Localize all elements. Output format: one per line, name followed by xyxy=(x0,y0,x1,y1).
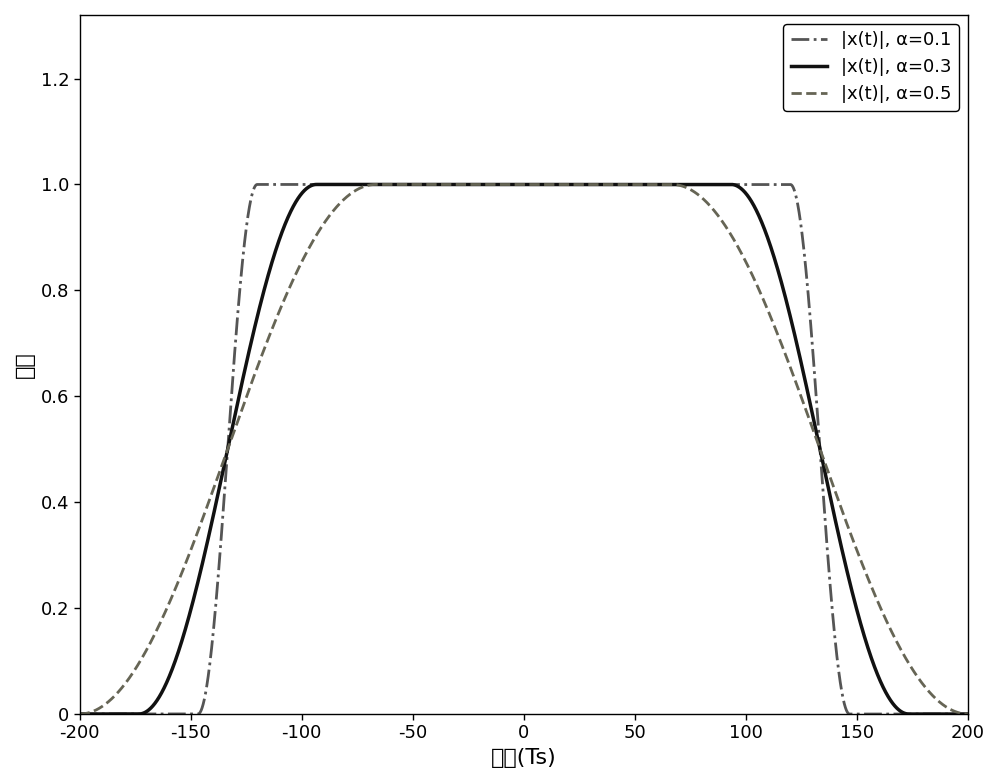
|x(t)|, α=0.3 xyxy=(638,180,650,189)
|x(t)|, α=0.1 xyxy=(74,709,86,719)
|x(t)|, α=0.1 xyxy=(962,709,974,719)
|x(t)|, α=0.3 xyxy=(599,180,611,189)
|x(t)|, α=0.5 xyxy=(732,243,744,252)
|x(t)|, α=0.1 xyxy=(395,180,407,189)
|x(t)|, α=0.3 xyxy=(395,180,407,189)
Line: |x(t)|, α=0.5: |x(t)|, α=0.5 xyxy=(80,185,968,714)
X-axis label: 时间(Ts): 时间(Ts) xyxy=(491,748,557,768)
Y-axis label: 幅度: 幅度 xyxy=(15,351,35,378)
|x(t)|, α=0.1 xyxy=(251,180,263,189)
|x(t)|, α=0.1 xyxy=(599,180,611,189)
Line: |x(t)|, α=0.1: |x(t)|, α=0.1 xyxy=(80,185,968,714)
|x(t)|, α=0.3 xyxy=(962,709,974,719)
|x(t)|, α=0.5 xyxy=(780,351,792,360)
|x(t)|, α=0.3 xyxy=(74,709,86,719)
|x(t)|, α=0.5 xyxy=(395,180,407,189)
|x(t)|, α=0.5 xyxy=(74,709,86,719)
|x(t)|, α=0.1 xyxy=(780,180,792,189)
|x(t)|, α=0.1 xyxy=(638,180,650,189)
|x(t)|, α=0.3 xyxy=(780,294,792,303)
|x(t)|, α=0.5 xyxy=(118,680,130,690)
|x(t)|, α=0.5 xyxy=(599,180,611,189)
|x(t)|, α=0.5 xyxy=(638,180,650,189)
|x(t)|, α=0.1 xyxy=(732,180,744,189)
Line: |x(t)|, α=0.3: |x(t)|, α=0.3 xyxy=(80,185,968,714)
|x(t)|, α=0.3 xyxy=(118,709,130,719)
|x(t)|, α=0.3 xyxy=(310,180,322,189)
|x(t)|, α=0.5 xyxy=(370,180,382,189)
Legend: |x(t)|, α=0.1, |x(t)|, α=0.3, |x(t)|, α=0.5: |x(t)|, α=0.1, |x(t)|, α=0.3, |x(t)|, α=… xyxy=(783,24,959,110)
|x(t)|, α=0.3 xyxy=(732,182,744,191)
|x(t)|, α=0.5 xyxy=(962,709,974,719)
|x(t)|, α=0.1 xyxy=(118,709,130,719)
